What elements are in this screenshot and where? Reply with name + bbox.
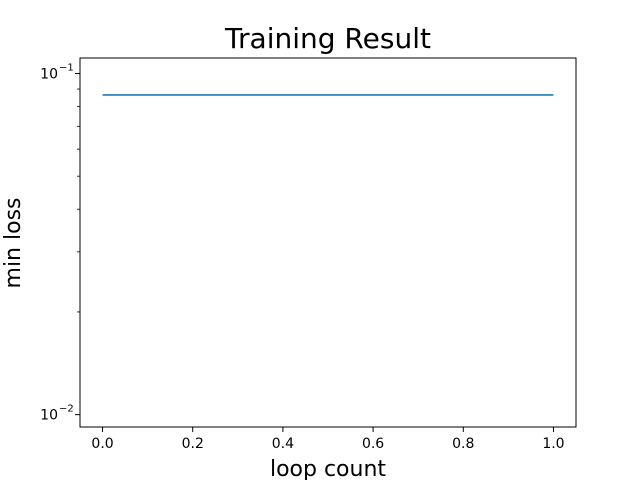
x-tick-label: 0.0 xyxy=(91,436,113,452)
y-tick-label: 10 xyxy=(40,408,58,424)
y-axis-label: min loss xyxy=(1,198,26,289)
plot-area: 0.0 0.2 0.4 0.6 0.8 1.010−210−1 xyxy=(40,57,577,452)
x-tick-label: 1.0 xyxy=(542,436,564,452)
x-tick-label: 0.4 xyxy=(272,436,294,452)
x-tick-label: 0.8 xyxy=(452,436,474,452)
y-tick-exponent: −2 xyxy=(59,404,74,415)
x-tick-label: 0.6 xyxy=(362,436,384,452)
y-tick-label: 10 xyxy=(40,66,58,82)
x-tick-label: 0.2 xyxy=(182,436,204,452)
x-axis-label: loop count xyxy=(270,457,386,480)
plot-frame xyxy=(79,57,577,428)
y-tick-exponent: −1 xyxy=(59,62,74,73)
chart-title: Training Result xyxy=(224,22,431,55)
